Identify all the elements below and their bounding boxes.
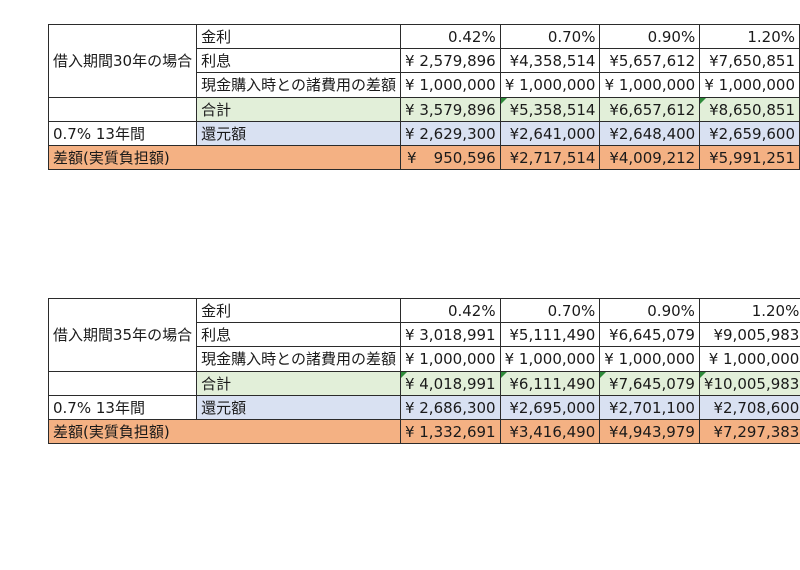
total-value: ¥8,650,851	[699, 97, 800, 122]
interest-value: ¥7,650,851	[699, 48, 800, 73]
total-label: 合計	[196, 371, 401, 396]
empty-cell	[47, 371, 198, 396]
interest-label: 利息	[196, 322, 401, 347]
net-burden-value: ¥7,297,383	[698, 419, 800, 444]
cash-diff-value: ¥ 1,000,000	[599, 346, 700, 372]
rate-label: 金利	[196, 298, 401, 323]
net-burden-row: 差額(実質負担額) ¥ 950,596 ¥2,717,514 ¥4,009,21…	[48, 145, 800, 170]
net-burden-row: 差額(実質負担額) ¥ 1,332,691 ¥3,416,490 ¥4,943,…	[48, 419, 800, 444]
interest-label: 利息	[196, 48, 401, 73]
cash-diff-row: 現金購入時との諸費用の差額 ¥ 1,000,000 ¥ 1,000,000 ¥ …	[49, 72, 800, 98]
net-burden-value: ¥2,717,514	[499, 145, 601, 170]
refund-condition: 0.7% 13年間	[47, 121, 198, 146]
rate-row: 借入期間30年の場合 金利 0.42% 0.70% 0.90% 1.20%	[47, 24, 800, 98]
total-row: 合計 ¥ 3,579,896 ¥5,358,514 ¥6,657,612 ¥8,…	[47, 97, 800, 122]
total-value: ¥7,645,079	[599, 371, 700, 396]
net-burden-amount: 950,596	[433, 148, 496, 167]
refund-condition: 0.7% 13年間	[47, 395, 198, 420]
total-value: ¥10,005,983	[698, 371, 800, 396]
cash-diff-label: 現金購入時との諸費用の差額	[196, 346, 401, 372]
rate-value: 0.90%	[599, 24, 701, 49]
total-row: 合計 ¥ 4,018,991 ¥6,111,490 ¥7,645,079 ¥10…	[47, 371, 800, 396]
empty-cell	[47, 97, 198, 122]
interest-value: ¥9,005,983	[698, 322, 800, 347]
cash-diff-value: ¥ 1,000,000	[698, 346, 800, 372]
interest-value: ¥ 2,579,896	[399, 48, 501, 73]
net-burden-value: ¥5,991,251	[699, 145, 800, 170]
cash-diff-label: 現金購入時との諸費用の差額	[196, 72, 401, 98]
rate-value: 0.70%	[499, 298, 601, 323]
loan-table-35-years: 借入期間35年の場合 金利 0.42% 0.70% 0.90% 1.20% 利息…	[47, 298, 800, 444]
rate-label: 金利	[196, 24, 401, 49]
refund-value: ¥2,695,000	[499, 395, 601, 420]
interest-value: ¥4,358,514	[499, 48, 601, 73]
refund-row: 0.7% 13年間 還元額 ¥ 2,629,300 ¥2,641,000 ¥2,…	[47, 121, 800, 146]
total-value: ¥6,657,612	[599, 97, 701, 122]
net-burden-value: ¥ 1,332,691	[399, 419, 501, 444]
loan-table-30-years: 借入期間30年の場合 金利 0.42% 0.70% 0.90% 1.20% 利息…	[47, 24, 800, 170]
rate-value: 0.90%	[599, 298, 700, 323]
rate-value: 0.42%	[399, 298, 501, 323]
cash-diff-value: ¥ 1,000,000	[699, 72, 800, 98]
total-value: ¥ 3,579,896	[399, 97, 501, 122]
interest-value: ¥5,111,490	[499, 322, 601, 347]
net-burden-label: 差額(実質負担額)	[48, 419, 401, 444]
refund-value: ¥ 2,629,300	[399, 121, 501, 146]
cash-diff-value: ¥ 1,000,000	[499, 72, 601, 98]
refund-value: ¥2,701,100	[599, 395, 700, 420]
net-burden-value: ¥4,009,212	[599, 145, 701, 170]
interest-value: ¥6,645,079	[599, 322, 700, 347]
refund-value: ¥2,648,400	[599, 121, 701, 146]
cash-diff-value: ¥ 1,000,000	[399, 346, 501, 372]
period-label: 借入期間35年の場合	[47, 298, 198, 372]
refund-value: ¥ 2,686,300	[399, 395, 501, 420]
refund-value: ¥2,708,600	[698, 395, 800, 420]
net-burden-value: ¥4,943,979	[599, 419, 700, 444]
refund-value: ¥2,659,600	[699, 121, 800, 146]
refund-value: ¥2,641,000	[499, 121, 601, 146]
interest-row: 利息 ¥ 2,579,896 ¥4,358,514 ¥5,657,612 ¥7,…	[49, 48, 800, 73]
total-value: ¥6,111,490	[499, 371, 601, 396]
rate-value: 0.42%	[399, 24, 501, 49]
net-burden-label: 差額(実質負担額)	[48, 145, 401, 170]
rate-value: 1.20%	[698, 298, 800, 323]
refund-row: 0.7% 13年間 還元額 ¥ 2,686,300 ¥2,695,000 ¥2,…	[47, 395, 800, 420]
interest-row: 利息 ¥ 3,018,991 ¥5,111,490 ¥6,645,079 ¥9,…	[49, 322, 800, 347]
refund-label: 還元額	[196, 121, 401, 146]
rate-value: 0.70%	[499, 24, 601, 49]
net-burden-value: ¥ 950,596	[399, 145, 501, 170]
net-burden-value: ¥3,416,490	[499, 419, 601, 444]
refund-label: 還元額	[196, 395, 401, 420]
total-value: ¥5,358,514	[499, 97, 601, 122]
period-label: 借入期間30年の場合	[47, 24, 198, 98]
rate-value: 1.20%	[699, 24, 800, 49]
total-label: 合計	[196, 97, 401, 122]
interest-value: ¥5,657,612	[599, 48, 701, 73]
total-value: ¥ 4,018,991	[399, 371, 501, 396]
cash-diff-row: 現金購入時との諸費用の差額 ¥ 1,000,000 ¥ 1,000,000 ¥ …	[49, 346, 800, 372]
rate-row: 借入期間35年の場合 金利 0.42% 0.70% 0.90% 1.20%	[47, 298, 800, 372]
cash-diff-value: ¥ 1,000,000	[499, 346, 601, 372]
cash-diff-value: ¥ 1,000,000	[599, 72, 701, 98]
interest-value: ¥ 3,018,991	[399, 322, 501, 347]
cash-diff-value: ¥ 1,000,000	[399, 72, 501, 98]
yen-sign: ¥	[406, 149, 417, 167]
